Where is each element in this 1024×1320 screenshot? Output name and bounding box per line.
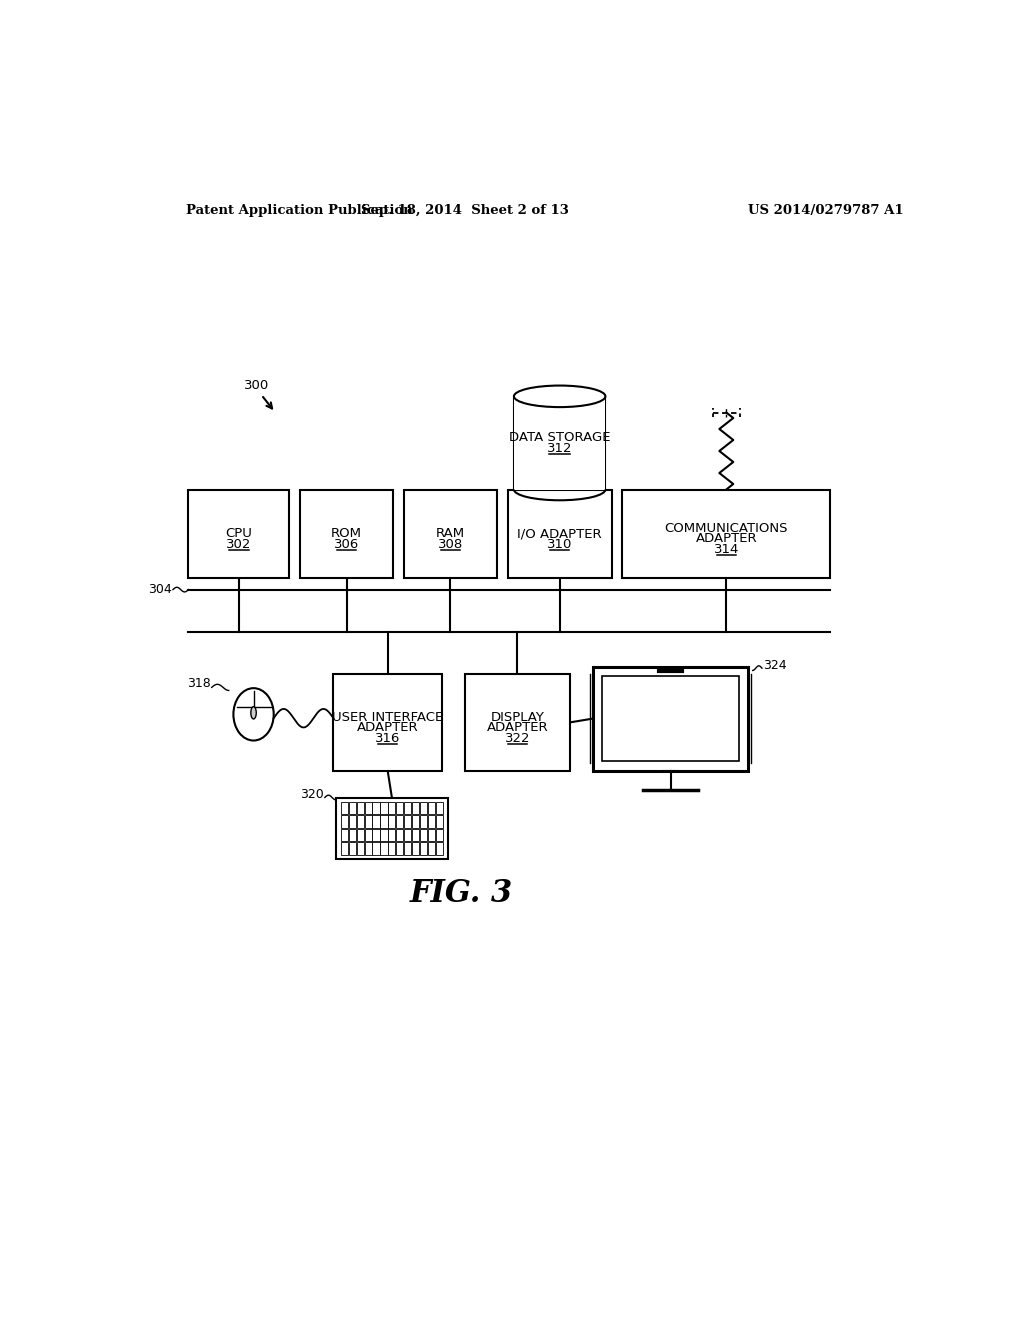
Text: US 2014/0279787 A1: US 2014/0279787 A1 <box>748 205 903 218</box>
Text: ROM: ROM <box>331 527 362 540</box>
Text: DATA STORAGE: DATA STORAGE <box>509 432 610 444</box>
Bar <box>388 816 395 828</box>
Text: ADAPTER: ADAPTER <box>486 721 548 734</box>
Bar <box>356 842 364 855</box>
Bar <box>380 801 387 814</box>
Text: 316: 316 <box>375 731 400 744</box>
Text: 310: 310 <box>547 539 572 550</box>
Bar <box>428 801 435 814</box>
Bar <box>420 816 427 828</box>
Bar <box>508 490 611 578</box>
Bar <box>420 801 427 814</box>
Bar <box>334 675 442 771</box>
Bar <box>436 801 443 814</box>
Ellipse shape <box>233 688 273 741</box>
Bar <box>623 490 830 578</box>
Ellipse shape <box>514 385 605 407</box>
Bar <box>420 842 427 855</box>
Bar <box>396 801 403 814</box>
Bar <box>300 490 393 578</box>
Text: 318: 318 <box>187 677 211 690</box>
Bar <box>373 829 380 841</box>
Bar <box>412 842 419 855</box>
Bar <box>356 829 364 841</box>
Bar <box>404 829 412 841</box>
Bar <box>420 829 427 841</box>
Text: 312: 312 <box>547 442 572 455</box>
Text: COMMUNICATIONS: COMMUNICATIONS <box>665 523 788 536</box>
Text: 314: 314 <box>714 543 739 556</box>
Text: FIG. 3: FIG. 3 <box>410 878 513 909</box>
Bar <box>428 829 435 841</box>
Bar <box>403 490 497 578</box>
Text: Patent Application Publication: Patent Application Publication <box>186 205 413 218</box>
Bar <box>356 816 364 828</box>
Bar <box>436 842 443 855</box>
Bar <box>341 816 348 828</box>
Bar <box>436 816 443 828</box>
Text: DISPLAY: DISPLAY <box>490 711 545 723</box>
Text: 304: 304 <box>148 583 172 597</box>
Text: 302: 302 <box>226 539 252 550</box>
Bar <box>373 801 380 814</box>
Bar <box>365 801 372 814</box>
Bar <box>188 490 289 578</box>
Text: ADAPTER: ADAPTER <box>356 721 419 734</box>
Bar <box>465 675 569 771</box>
Text: RAM: RAM <box>436 527 465 540</box>
Bar <box>412 801 419 814</box>
Bar <box>412 829 419 841</box>
Text: 308: 308 <box>438 539 463 550</box>
Bar <box>348 816 355 828</box>
Text: USER INTERFACE: USER INTERFACE <box>332 711 443 723</box>
Bar <box>428 816 435 828</box>
Bar <box>348 842 355 855</box>
Bar <box>365 816 372 828</box>
Text: Sep. 18, 2014  Sheet 2 of 13: Sep. 18, 2014 Sheet 2 of 13 <box>361 205 569 218</box>
Text: I/O ADAPTER: I/O ADAPTER <box>517 527 602 540</box>
Bar <box>341 842 348 855</box>
Bar <box>388 842 395 855</box>
Bar <box>396 816 403 828</box>
Bar <box>356 801 364 814</box>
Bar <box>396 829 403 841</box>
Bar <box>593 667 748 771</box>
Bar <box>380 816 387 828</box>
Text: CPU: CPU <box>225 527 252 540</box>
Bar <box>602 676 738 762</box>
Bar <box>412 816 419 828</box>
Bar <box>373 842 380 855</box>
Bar <box>388 829 395 841</box>
Bar <box>373 816 380 828</box>
Bar <box>404 842 412 855</box>
Bar <box>436 829 443 841</box>
Bar <box>341 829 348 841</box>
Text: 322: 322 <box>505 731 530 744</box>
Bar <box>514 396 605 490</box>
Bar <box>365 829 372 841</box>
Bar <box>404 816 412 828</box>
Ellipse shape <box>251 706 256 719</box>
Text: ADAPTER: ADAPTER <box>695 532 757 545</box>
Bar <box>396 842 403 855</box>
Bar <box>348 801 355 814</box>
Bar <box>428 842 435 855</box>
Bar <box>341 801 348 814</box>
Bar <box>380 842 387 855</box>
Text: 320: 320 <box>300 788 324 801</box>
Bar <box>365 842 372 855</box>
Bar <box>336 797 449 859</box>
Text: 306: 306 <box>334 539 359 550</box>
Bar <box>388 801 395 814</box>
Text: 324: 324 <box>764 659 787 672</box>
Bar <box>380 829 387 841</box>
Bar <box>348 829 355 841</box>
Bar <box>404 801 412 814</box>
Text: 300: 300 <box>245 379 269 392</box>
